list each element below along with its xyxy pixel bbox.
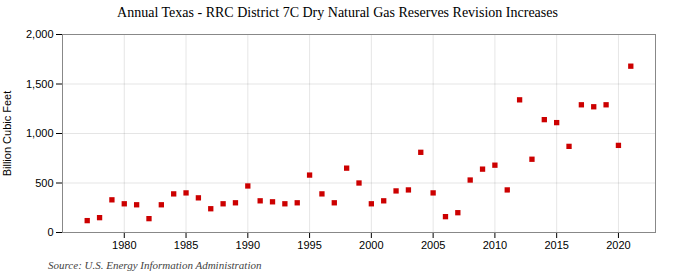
svg-text:1980: 1980 bbox=[112, 239, 136, 251]
svg-text:1985: 1985 bbox=[174, 239, 198, 251]
svg-text:1,500: 1,500 bbox=[26, 78, 54, 90]
svg-text:1,000: 1,000 bbox=[26, 127, 54, 139]
html-text:Source: U.S. Energy Informatio: Source: U.S. Energy Information Administ… bbox=[48, 259, 262, 271]
svg-text:2000: 2000 bbox=[359, 239, 383, 251]
svg-text:500: 500 bbox=[35, 177, 53, 189]
svg-text:2,000: 2,000 bbox=[26, 28, 54, 40]
svg-text:0: 0 bbox=[47, 226, 53, 238]
svg-text:2010: 2010 bbox=[483, 239, 507, 251]
svg-text:Billion Cubic Feet: Billion Cubic Feet bbox=[1, 91, 13, 177]
svg-text:2020: 2020 bbox=[606, 239, 630, 251]
svg-text:1995: 1995 bbox=[297, 239, 321, 251]
svg-text:2005: 2005 bbox=[421, 239, 445, 251]
svg-text:2015: 2015 bbox=[544, 239, 568, 251]
html-text:Annual Texas - RRC District 7C: Annual Texas - RRC District 7C Dry Natur… bbox=[117, 5, 558, 20]
svg-text:1990: 1990 bbox=[236, 239, 260, 251]
